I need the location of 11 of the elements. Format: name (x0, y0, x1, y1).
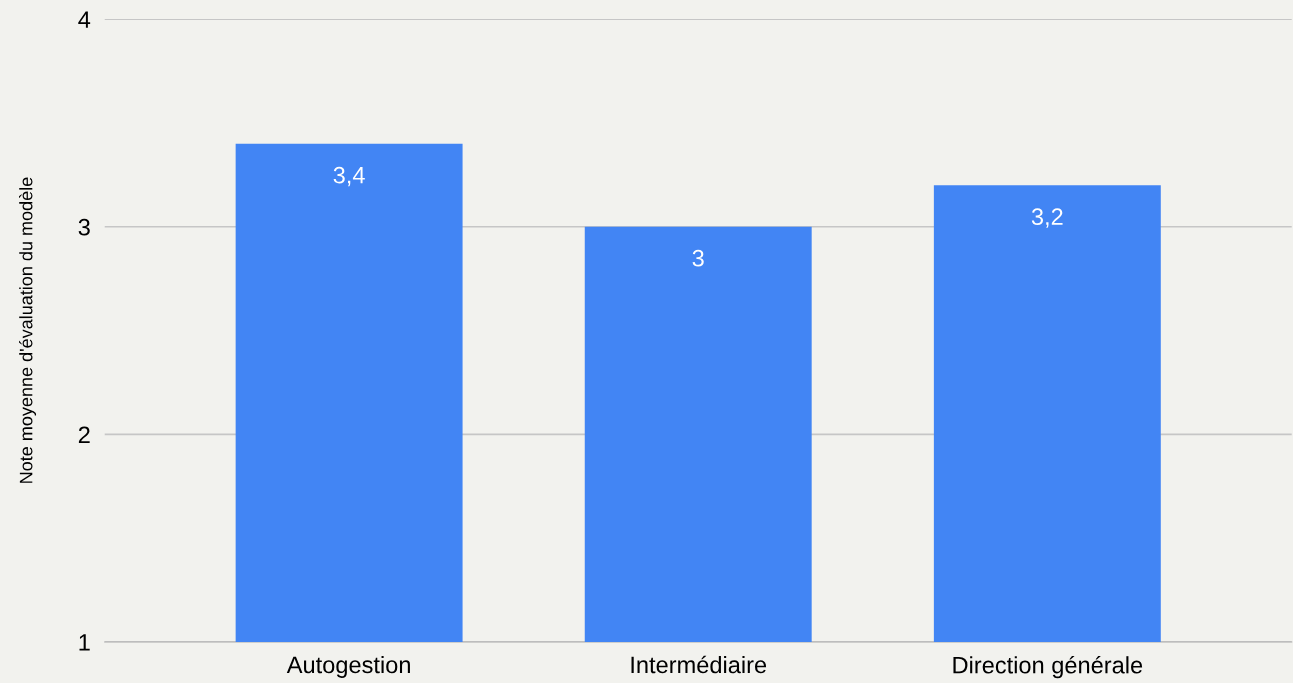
x-tick-label: Intermédiaire (631, 655, 767, 674)
y-tick-label: 3 (78, 218, 90, 236)
y-axis-title: Note moyenne d'évaluation du modèle (19, 177, 37, 483)
x-tick-label: Autogestion (286, 655, 410, 678)
data-label: 3,4 (333, 166, 365, 187)
data-label: 3,2 (1031, 208, 1063, 228)
data-label: 3 (692, 249, 704, 267)
y-tick-label: 4 (78, 11, 91, 28)
y-tick-label: 2 (78, 426, 90, 443)
y-tick-label: 1 (79, 634, 90, 651)
x-tick-label: Direction générale (953, 655, 1143, 679)
